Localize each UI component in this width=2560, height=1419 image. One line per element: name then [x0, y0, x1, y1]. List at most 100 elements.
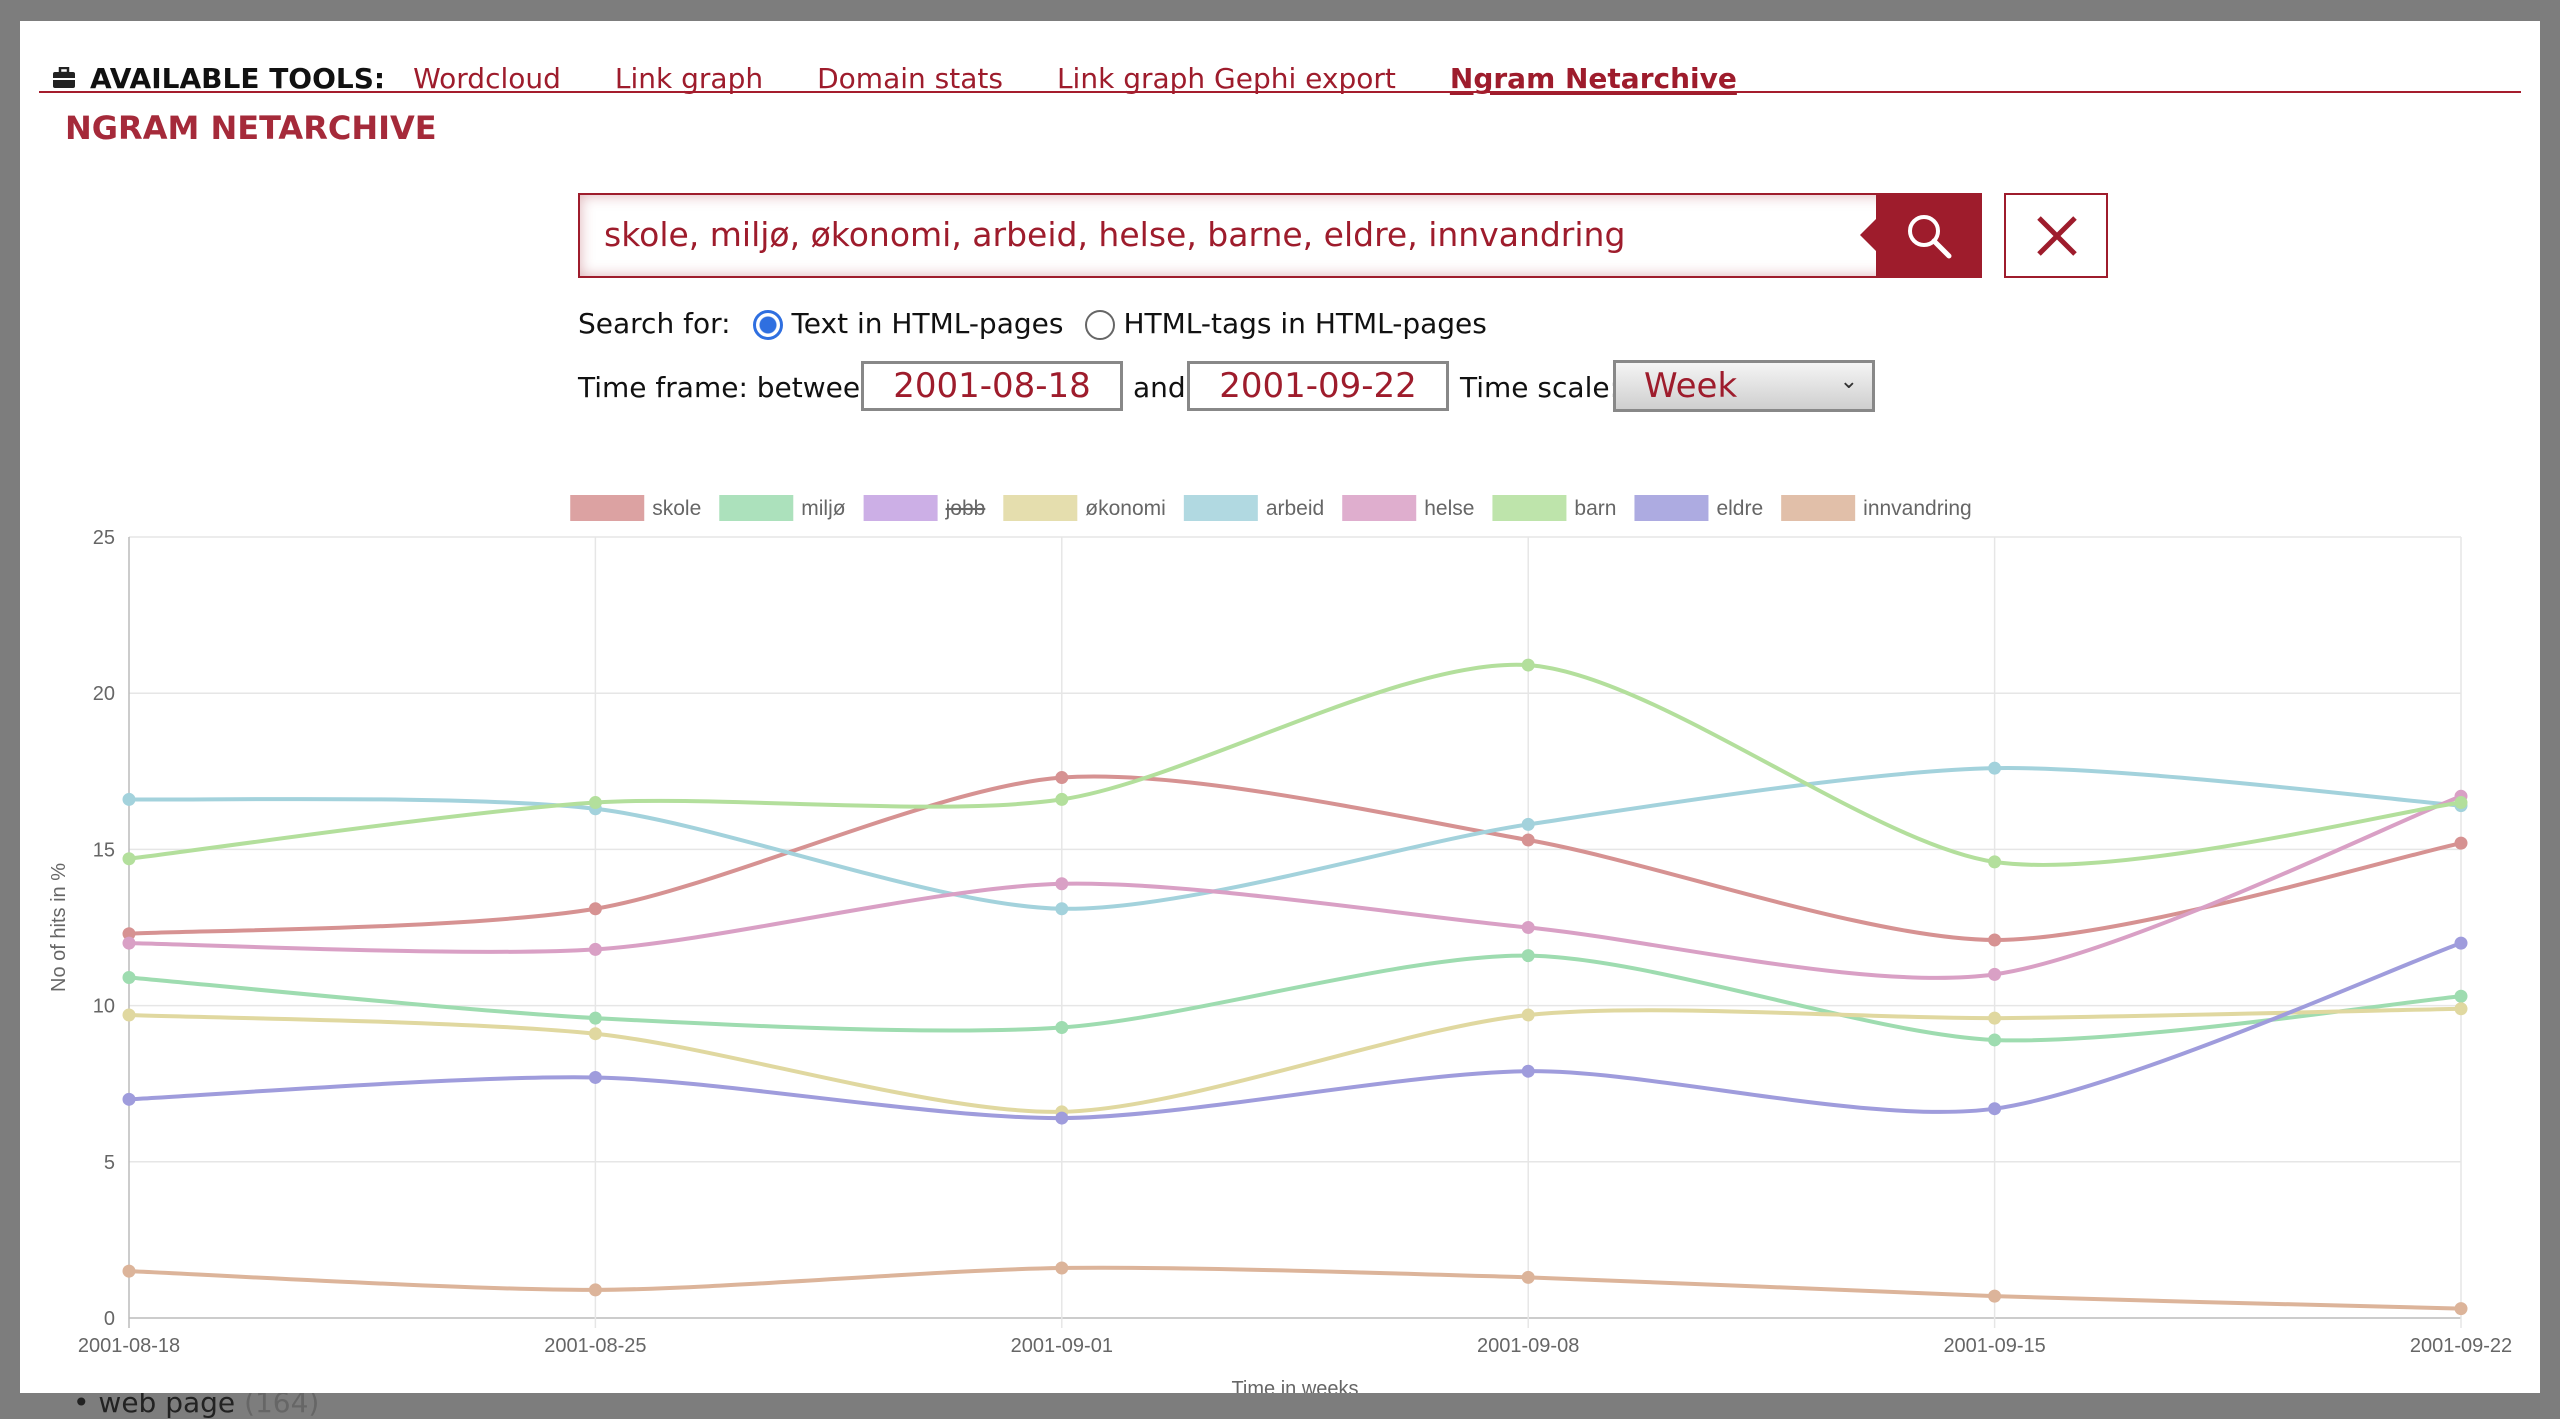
- data-point: [1055, 877, 1069, 891]
- data-point: [2454, 936, 2468, 950]
- y-tick-label: 10: [93, 996, 115, 1018]
- data-point: [1055, 1020, 1069, 1034]
- date-to[interactable]: 2001-09-22: [1187, 361, 1449, 411]
- search-button[interactable]: [1860, 195, 1980, 276]
- series-line: [128, 774, 2462, 942]
- legend-swatch: [1634, 495, 1709, 521]
- toolbar-label: AVAILABLE TOOLS:: [90, 61, 386, 95]
- x-tick-label: 2001-08-18: [78, 1335, 180, 1357]
- briefcase-icon: [53, 67, 75, 88]
- y-tick-label: 15: [93, 839, 115, 861]
- search-query: skole, miljø, økonomi, arbeid, helse, ba…: [604, 215, 1626, 254]
- toolbar-rule: [39, 91, 2521, 93]
- data-point: [2454, 796, 2468, 810]
- radio-button[interactable]: [753, 310, 784, 340]
- data-point: [2454, 836, 2468, 850]
- legend-label: miljø: [801, 497, 845, 520]
- data-point: [588, 796, 602, 810]
- series-line: [128, 953, 2462, 1043]
- y-tick-label: 0: [104, 1308, 115, 1330]
- time-scale-label: Time scale:: [1460, 371, 1620, 404]
- series-line: [128, 662, 2462, 867]
- search-for-row: Search for: Text in HTML-pages HTML-tags …: [578, 307, 1509, 340]
- radio-label: Text in HTML-pages: [791, 307, 1064, 340]
- series-line: [128, 766, 2462, 911]
- series-line: [128, 1265, 2462, 1311]
- x-axis-title: Time in weeks: [1231, 1378, 1358, 1393]
- y-tick-label: 20: [93, 683, 115, 705]
- legend-label: helse: [1424, 497, 1474, 520]
- legend-swatch: [570, 495, 645, 521]
- y-tick-label: 5: [104, 1152, 115, 1174]
- data-point: [1988, 1011, 2002, 1025]
- data-point: [1521, 949, 1535, 963]
- data-point: [588, 1070, 602, 1084]
- legend-swatch: [1342, 495, 1417, 521]
- data-point: [588, 1283, 602, 1297]
- legend-label: barn: [1574, 497, 1616, 520]
- tool-links: Wordcloud Link graph Domain stats Link grap…: [413, 62, 1737, 95]
- data-point: [122, 936, 136, 950]
- modal-panel: AVAILABLE TOOLS: Wordcloud Link graph Doma…: [20, 21, 2540, 1393]
- x-tick-label: 2001-09-22: [2410, 1335, 2512, 1357]
- data-point: [2454, 1002, 2468, 1016]
- radio-label: HTML-tags in HTML-pages: [1123, 307, 1487, 340]
- tool-link[interactable]: Ngram Netarchive: [1449, 61, 1737, 95]
- date-from[interactable]: 2001-08-18: [861, 361, 1123, 411]
- legend-label: jobb: [945, 497, 986, 520]
- time-frame-label: Time frame: between: [578, 371, 878, 404]
- y-axis-title: No of hits in %: [48, 863, 70, 992]
- legend-label: arbeid: [1266, 497, 1324, 520]
- legend-swatch: [719, 495, 794, 521]
- data-point: [588, 942, 602, 956]
- data-point: [588, 902, 602, 916]
- data-point: [1521, 921, 1535, 934]
- data-point: [2454, 1302, 2468, 1316]
- data-point: [1988, 1289, 2002, 1303]
- data-point: [1988, 1033, 2002, 1047]
- data-point: [122, 792, 136, 806]
- tool-link[interactable]: Link graph: [614, 61, 764, 95]
- data-point: [122, 1264, 136, 1278]
- data-point: [122, 852, 136, 866]
- data-point: [1055, 1261, 1069, 1275]
- legend-label: skole: [652, 497, 701, 520]
- clear-button[interactable]: [2004, 193, 2108, 278]
- data-point: [1055, 902, 1069, 916]
- tool-link[interactable]: Wordcloud: [413, 61, 561, 95]
- x-tick-label: 2001-09-08: [1477, 1335, 1579, 1357]
- toolbar: AVAILABLE TOOLS: Wordcloud Link graph Doma…: [52, 57, 1737, 99]
- data-point: [1055, 792, 1069, 806]
- radio-button[interactable]: [1085, 310, 1116, 340]
- data-point: [1988, 967, 2002, 981]
- data-point: [1988, 761, 2002, 775]
- data-point: [1988, 855, 2002, 869]
- data-point: [122, 1092, 136, 1106]
- radio-option[interactable]: Text in HTML-pages: [753, 307, 1063, 340]
- data-point: [122, 970, 136, 984]
- legend-label: økonomi: [1085, 497, 1166, 520]
- data-point: [1988, 1102, 2002, 1116]
- time-scale-select[interactable]: Week ⌄: [1613, 360, 1875, 412]
- and-label: and: [1133, 371, 1186, 404]
- x-tick-label: 2001-09-15: [1943, 1335, 2045, 1357]
- data-point: [2454, 989, 2468, 1003]
- data-point: [1055, 1111, 1069, 1125]
- data-point: [1988, 933, 2002, 947]
- data-point: [1521, 833, 1535, 847]
- legend-swatch: [1003, 495, 1078, 521]
- data-point: [1521, 1008, 1535, 1022]
- data-point: [1521, 817, 1535, 831]
- series-line: [128, 941, 2462, 1121]
- radio-option[interactable]: HTML-tags in HTML-pages: [1085, 307, 1487, 340]
- tool-link[interactable]: Domain stats: [817, 61, 1003, 95]
- y-tick-label: 25: [93, 527, 115, 549]
- legend-swatch: [1183, 495, 1258, 521]
- chart: 0 5 10 15 20 25 2001-08-18 2001-08-25 2001-09-01…: [48, 495, 2512, 1393]
- data-point: [1521, 658, 1535, 672]
- data-point: [588, 1011, 602, 1025]
- tool-link[interactable]: Link graph Gephi export: [1056, 61, 1396, 95]
- search-box[interactable]: skole, miljø, økonomi, arbeid, helse, ba…: [578, 193, 1982, 278]
- data-point: [122, 1008, 136, 1022]
